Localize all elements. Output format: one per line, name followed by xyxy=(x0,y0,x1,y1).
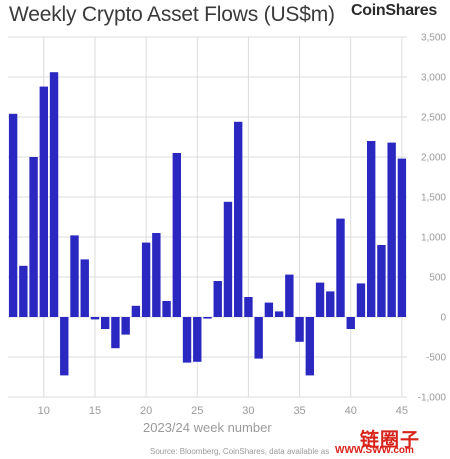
bar-week-20 xyxy=(141,242,151,317)
x-tick-label: 30 xyxy=(242,405,254,417)
x-tick-label: 35 xyxy=(293,405,305,417)
bar-week-41 xyxy=(356,283,366,317)
y-tick-label: -1,000 xyxy=(418,393,447,404)
bar-week-36 xyxy=(305,317,315,376)
bar-week-45 xyxy=(397,158,407,317)
y-tick-label: -500 xyxy=(426,353,446,364)
bar-layer xyxy=(8,72,407,376)
y-axis-labels: -1,000 -500 0 500 1,000 1,500 2,000 2,500 3,000 3… xyxy=(418,33,447,404)
bar-week-17 xyxy=(111,317,120,349)
y-tick-label: 0 xyxy=(440,313,446,324)
bar-week-11 xyxy=(49,72,59,317)
bar-week-42 xyxy=(366,141,376,317)
bar-week-40 xyxy=(346,317,355,329)
bar-week-18 xyxy=(121,317,130,335)
bar-week-38 xyxy=(326,291,335,317)
bar-week-8 xyxy=(19,265,28,317)
bar-week-10 xyxy=(39,86,49,317)
x-tick-label: 20 xyxy=(140,405,152,417)
bar-week-9 xyxy=(29,157,38,317)
bar-week-22 xyxy=(162,301,171,317)
source-note: Source: Bloomberg, CoinShares, data avai… xyxy=(150,447,330,456)
watermark-url: WWW.SWW.com xyxy=(335,445,414,456)
bar-week-21 xyxy=(152,233,161,317)
y-tick-label: 3,500 xyxy=(421,33,446,44)
y-tick-label: 1,500 xyxy=(421,193,446,204)
bar-week-13 xyxy=(70,235,79,317)
x-axis-labels: 10 15 20 25 30 35 40 45 xyxy=(38,405,408,417)
bar-week-35 xyxy=(295,317,304,342)
x-tick-label: 45 xyxy=(396,405,408,417)
bar-week-15 xyxy=(90,317,100,320)
bar-week-28 xyxy=(223,201,233,317)
y-tick-label: 2,500 xyxy=(421,113,446,124)
bar-week-30 xyxy=(244,297,253,317)
bar-week-26 xyxy=(203,317,212,319)
bar-week-7 xyxy=(8,113,18,317)
bar-week-34 xyxy=(285,274,294,317)
y-tick-label: 500 xyxy=(429,273,446,284)
watermark-logo: 链圈子 xyxy=(360,430,421,451)
bar-week-12 xyxy=(60,317,69,376)
x-tick-label: 25 xyxy=(191,405,203,417)
bar-week-25 xyxy=(193,317,202,362)
bar-week-16 xyxy=(100,317,110,329)
bar-week-33 xyxy=(274,311,284,317)
y-tick-label: 3,000 xyxy=(421,73,446,84)
bar-week-31 xyxy=(254,317,263,359)
y-tick-label: 2,000 xyxy=(421,153,446,164)
x-tick-label: 15 xyxy=(89,405,101,417)
bar-week-32 xyxy=(264,302,274,317)
bar-week-24 xyxy=(182,317,192,363)
x-axis-title: 2023/24 week number xyxy=(143,420,272,435)
bar-week-19 xyxy=(131,305,141,317)
bar-week-29 xyxy=(233,121,243,317)
chart-title: Weekly Crypto Asset Flows (US$m) xyxy=(9,3,335,26)
x-tick-label: 10 xyxy=(38,405,50,417)
x-tick-label: 40 xyxy=(345,405,357,417)
bar-week-37 xyxy=(315,282,325,317)
bar-week-27 xyxy=(213,281,222,317)
bar-week-14 xyxy=(80,259,89,317)
bar-week-44 xyxy=(387,142,396,317)
bar-week-23 xyxy=(172,153,182,317)
bar-week-39 xyxy=(336,218,345,317)
coinshares-logo: CoinShares xyxy=(351,2,437,19)
bar-week-43 xyxy=(377,245,386,317)
y-tick-label: 1,000 xyxy=(421,233,446,244)
